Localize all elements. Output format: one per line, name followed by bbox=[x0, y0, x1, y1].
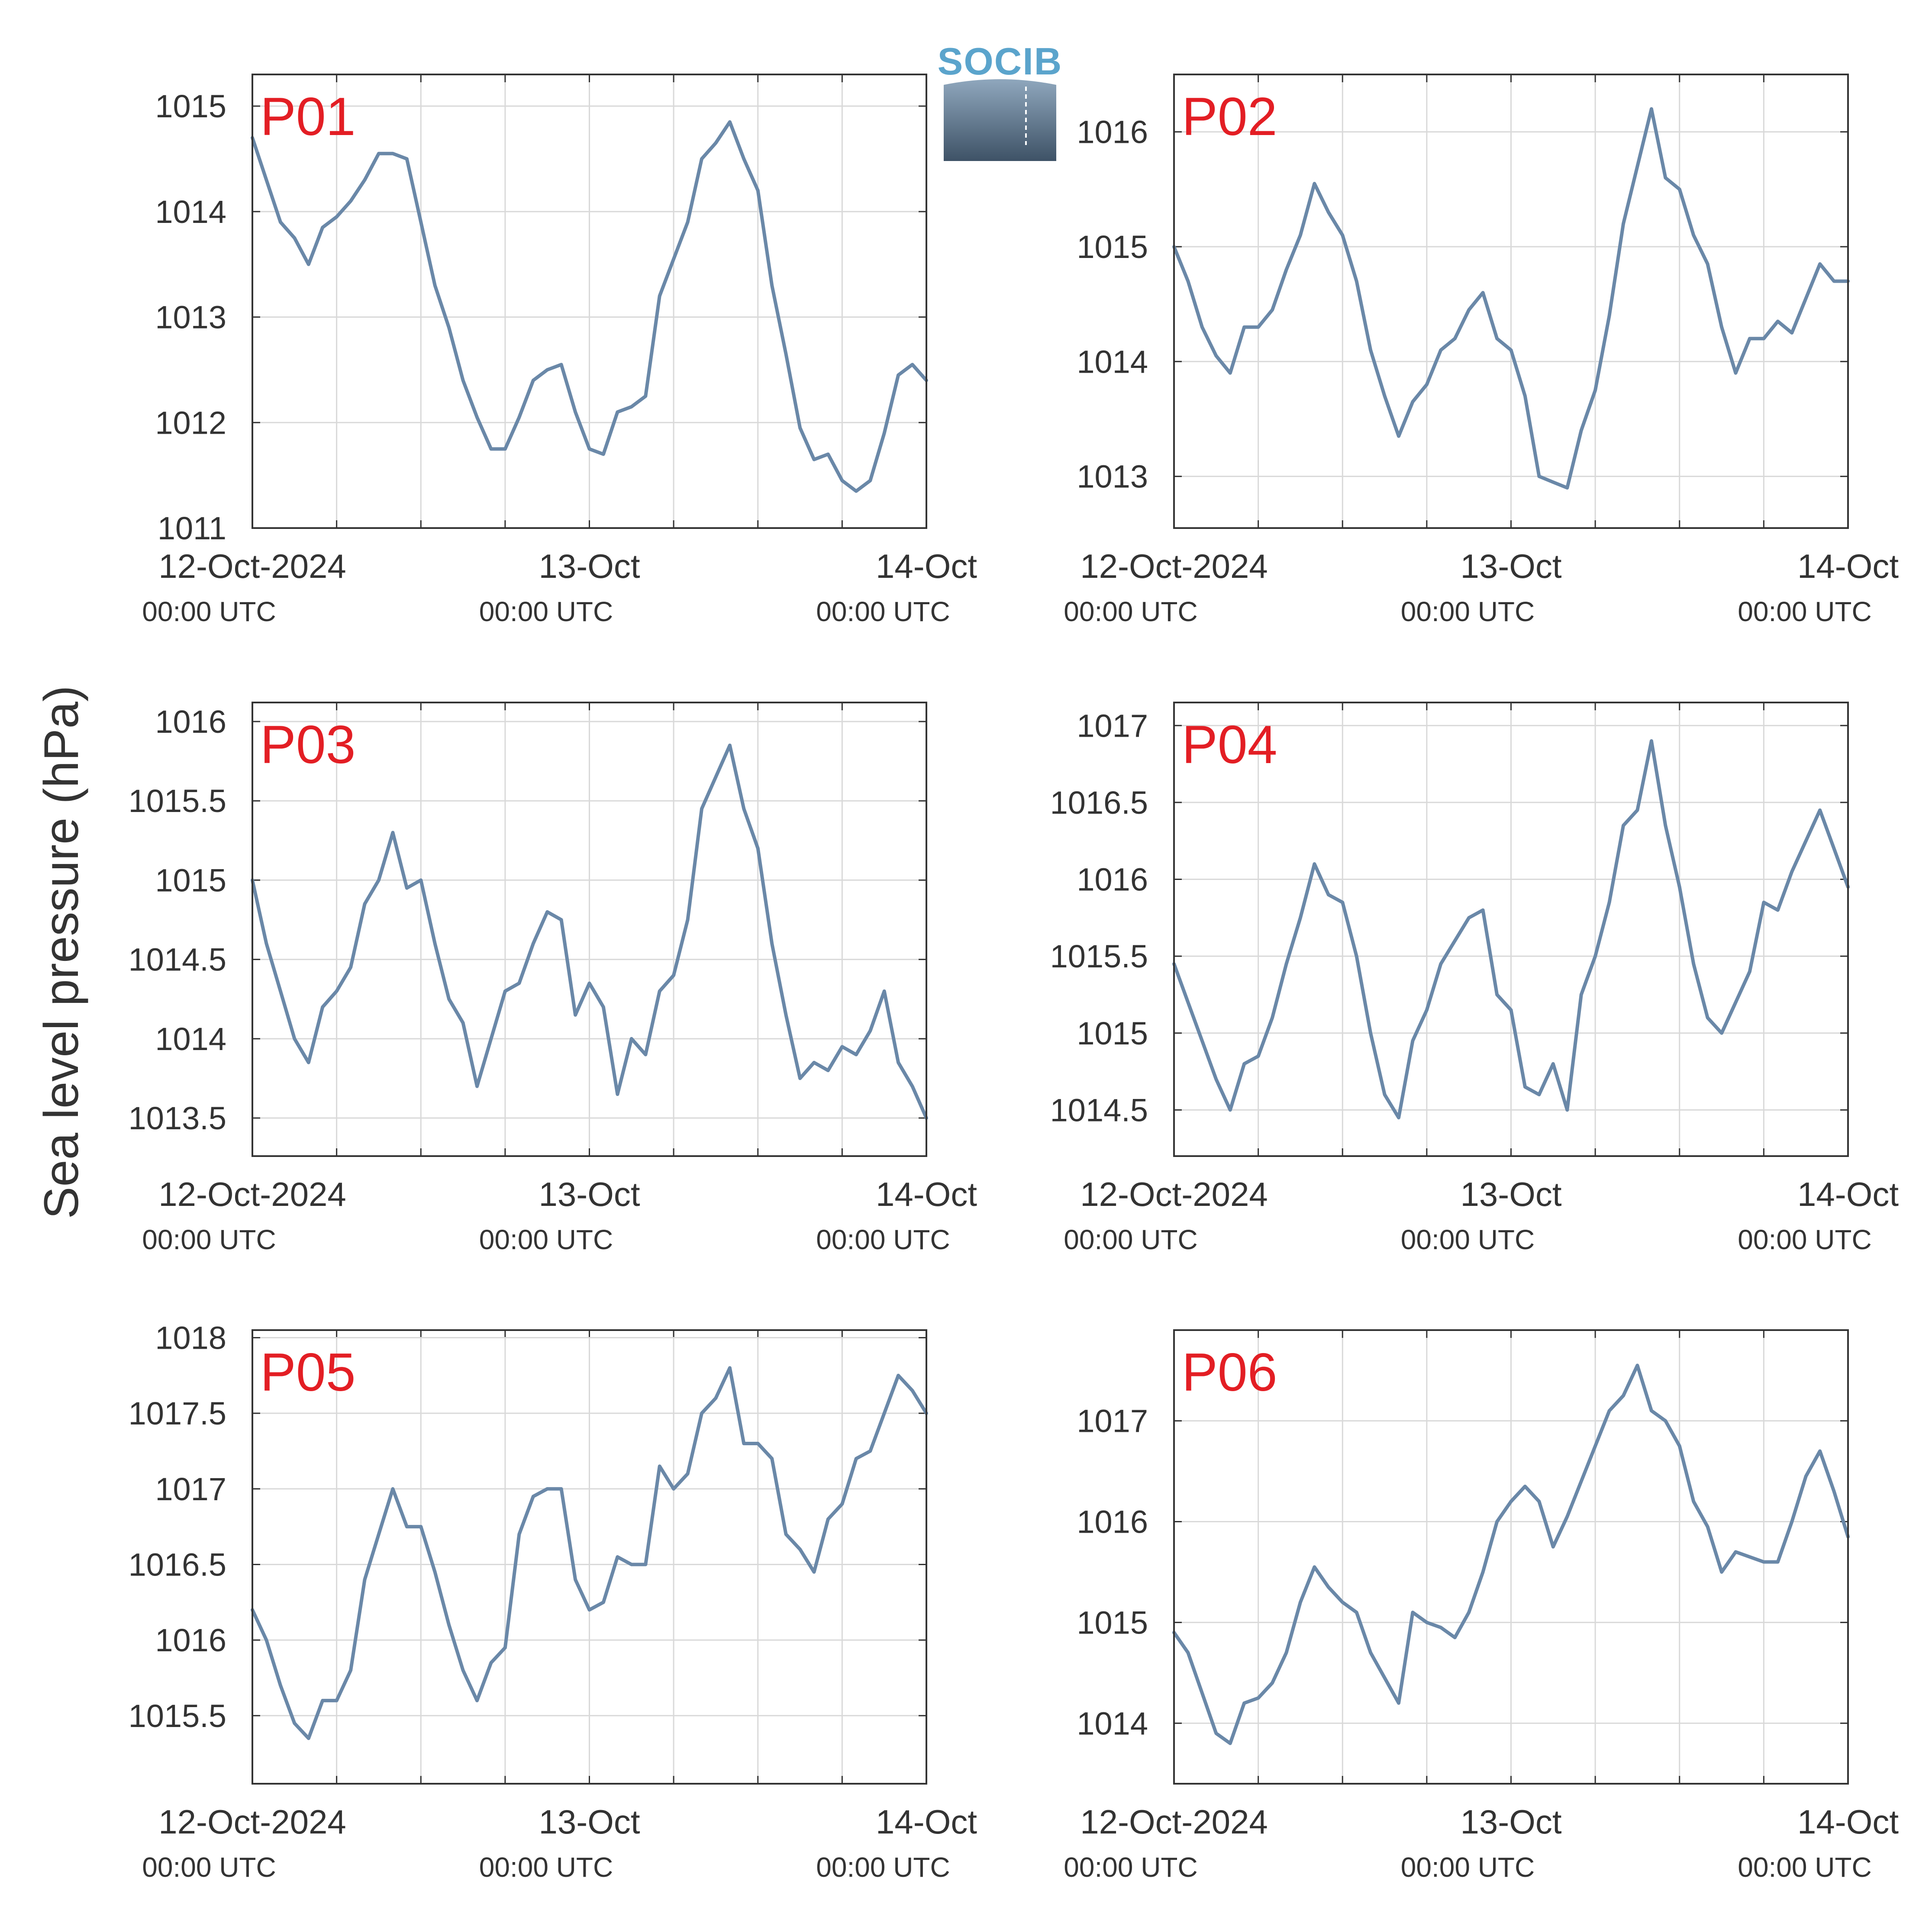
panel-label: P04 bbox=[1182, 715, 1277, 775]
x-tick-label-time: 00:00 UTC bbox=[479, 1224, 613, 1255]
panel-label: P05 bbox=[260, 1343, 356, 1402]
x-tick-label-date: 12-Oct-2024 bbox=[1080, 1803, 1268, 1841]
x-tick-label-date: 12-Oct-2024 bbox=[1080, 547, 1268, 585]
x-tick-label-time: 00:00 UTC bbox=[1401, 1224, 1535, 1255]
y-tick-label: 1015.5 bbox=[1050, 938, 1148, 974]
y-tick-label: 1015.5 bbox=[129, 1698, 226, 1734]
x-tick-label-time: 00:00 UTC bbox=[1064, 1852, 1197, 1883]
x-tick-label-time: 00:00 UTC bbox=[142, 596, 276, 627]
series-line-p02 bbox=[1172, 107, 1850, 490]
x-tick-label-date: 13-Oct bbox=[539, 547, 640, 585]
y-tick-label: 1016 bbox=[1077, 862, 1148, 898]
x-tick-label-date: 13-Oct bbox=[1460, 1803, 1561, 1841]
x-tick-label-date: 14-Oct bbox=[1797, 547, 1899, 585]
y-tick-label: 1014 bbox=[1077, 1705, 1148, 1741]
y-tick-label: 1015 bbox=[1077, 1015, 1148, 1051]
y-tick-label: 1016.5 bbox=[1050, 785, 1148, 821]
x-tick-label-time: 00:00 UTC bbox=[479, 1852, 613, 1883]
y-tick-label: 1013 bbox=[155, 300, 226, 335]
plot-frame bbox=[1173, 702, 1849, 1157]
y-tick-label: 1016 bbox=[1077, 114, 1148, 150]
y-tick-label: 1017 bbox=[1077, 708, 1148, 744]
series-line-p01 bbox=[251, 120, 928, 493]
plot-frame bbox=[1173, 74, 1849, 529]
x-tick-label-date: 13-Oct bbox=[1460, 1175, 1561, 1213]
chart-panels: 1011 1012 1013 1014 1015 P01 12-Oct-2024 00:00 … bbox=[129, 74, 1899, 1883]
y-tick-label: 1017 bbox=[155, 1471, 226, 1507]
y-tick-label: 1016 bbox=[1077, 1504, 1148, 1540]
x-tick-label-date: 14-Oct bbox=[876, 1175, 977, 1213]
x-tick-label-time: 00:00 UTC bbox=[1738, 1852, 1871, 1883]
logo-emblem bbox=[944, 79, 1056, 161]
x-tick-label-date: 12-Oct-2024 bbox=[158, 1175, 346, 1213]
panel-p03: 1013.5 1014 1014.5 1015 1015.5 1016 P03 12-Oct-… bbox=[129, 702, 977, 1255]
y-tick-label: 1015 bbox=[1077, 1605, 1148, 1640]
x-tick-label-time: 00:00 UTC bbox=[1738, 596, 1871, 627]
y-tick-label: 1017 bbox=[1077, 1403, 1148, 1439]
panel-p05: 1015.5 1016 1016.5 1017 1017.5 1018 P05 12-Oct-… bbox=[129, 1320, 977, 1883]
x-tick-label-time: 00:00 UTC bbox=[142, 1224, 276, 1255]
x-tick-label-time: 00:00 UTC bbox=[1401, 596, 1535, 627]
x-tick-label-date: 13-Oct bbox=[539, 1175, 640, 1213]
y-tick-label: 1014 bbox=[155, 194, 226, 230]
x-tick-label-date: 13-Oct bbox=[539, 1803, 640, 1841]
series-line-p04 bbox=[1172, 739, 1850, 1120]
x-tick-label-time: 00:00 UTC bbox=[1738, 1224, 1871, 1255]
series-line-p06 bbox=[1172, 1363, 1850, 1745]
x-tick-label-time: 00:00 UTC bbox=[816, 1224, 950, 1255]
y-tick-label: 1016.5 bbox=[129, 1547, 226, 1582]
y-axis-title-group: Sea level pressure (hPa) bbox=[34, 686, 88, 1219]
y-tick-label: 1012 bbox=[155, 405, 226, 441]
plot-frame bbox=[252, 1329, 927, 1785]
x-tick-label-date: 13-Oct bbox=[1460, 547, 1561, 585]
panel-p04: 1014.5 1015 1015.5 1016 1016.5 1017 P04 12-Oct-… bbox=[1050, 702, 1899, 1255]
x-tick-label-date: 14-Oct bbox=[1797, 1175, 1899, 1213]
y-tick-label: 1015 bbox=[1077, 229, 1148, 265]
y-tick-label: 1014 bbox=[155, 1021, 226, 1057]
plot-frame bbox=[1173, 1329, 1849, 1785]
x-tick-label-time: 00:00 UTC bbox=[479, 596, 613, 627]
x-tick-label-date: 14-Oct bbox=[1797, 1803, 1899, 1841]
panel-label: P03 bbox=[260, 715, 356, 775]
y-axis-title: Sea level pressure (hPa) bbox=[34, 686, 88, 1219]
panel-p01: 1011 1012 1013 1014 1015 P01 12-Oct-2024 00:00 … bbox=[142, 74, 977, 627]
x-tick-label-time: 00:00 UTC bbox=[142, 1852, 276, 1883]
y-tick-label: 1014 bbox=[1077, 344, 1148, 380]
panel-label: P06 bbox=[1182, 1343, 1277, 1402]
y-tick-label: 1015.5 bbox=[129, 783, 226, 819]
x-tick-label-date: 12-Oct-2024 bbox=[158, 1803, 346, 1841]
panel-p06: 1014 1015 1016 1017 P06 12-Oct-2024 00:00 UTC 1… bbox=[1064, 1329, 1899, 1883]
y-tick-label: 1017.5 bbox=[129, 1395, 226, 1431]
y-tick-label: 1013 bbox=[1077, 459, 1148, 495]
x-tick-label-date: 12-Oct-2024 bbox=[158, 547, 346, 585]
x-tick-label-time: 00:00 UTC bbox=[1064, 1224, 1197, 1255]
panel-p02: 1013 1014 1015 1016 P02 12-Oct-2024 00:00 UTC 1… bbox=[1064, 74, 1899, 627]
y-tick-label: 1015 bbox=[155, 862, 226, 898]
x-tick-label-time: 00:00 UTC bbox=[1064, 596, 1197, 627]
x-tick-label-date: 14-Oct bbox=[876, 1803, 977, 1841]
logo-text: SOCIB bbox=[938, 40, 1063, 83]
panel-label: P01 bbox=[260, 87, 356, 147]
series-line-p05 bbox=[251, 1366, 928, 1740]
y-tick-label: 1016 bbox=[155, 1622, 226, 1658]
y-tick-label: 1015 bbox=[155, 88, 226, 124]
x-tick-label-date: 14-Oct bbox=[876, 547, 977, 585]
plot-frame bbox=[252, 74, 927, 529]
socib-logo: SOCIB bbox=[938, 40, 1063, 161]
x-tick-label-time: 00:00 UTC bbox=[816, 596, 950, 627]
y-tick-label: 1011 bbox=[158, 510, 226, 546]
panel-label: P02 bbox=[1182, 87, 1277, 147]
y-tick-label: 1014.5 bbox=[1050, 1092, 1148, 1128]
x-tick-label-time: 00:00 UTC bbox=[816, 1852, 950, 1883]
plot-frame bbox=[252, 702, 927, 1157]
x-tick-label-date: 12-Oct-2024 bbox=[1080, 1175, 1268, 1213]
y-tick-label: 1014.5 bbox=[129, 942, 226, 978]
y-tick-label: 1016 bbox=[155, 704, 226, 740]
y-tick-label: 1013.5 bbox=[129, 1100, 226, 1136]
series-line-p03 bbox=[251, 743, 928, 1120]
x-tick-label-time: 00:00 UTC bbox=[1401, 1852, 1535, 1883]
y-tick-label: 1018 bbox=[155, 1320, 226, 1356]
